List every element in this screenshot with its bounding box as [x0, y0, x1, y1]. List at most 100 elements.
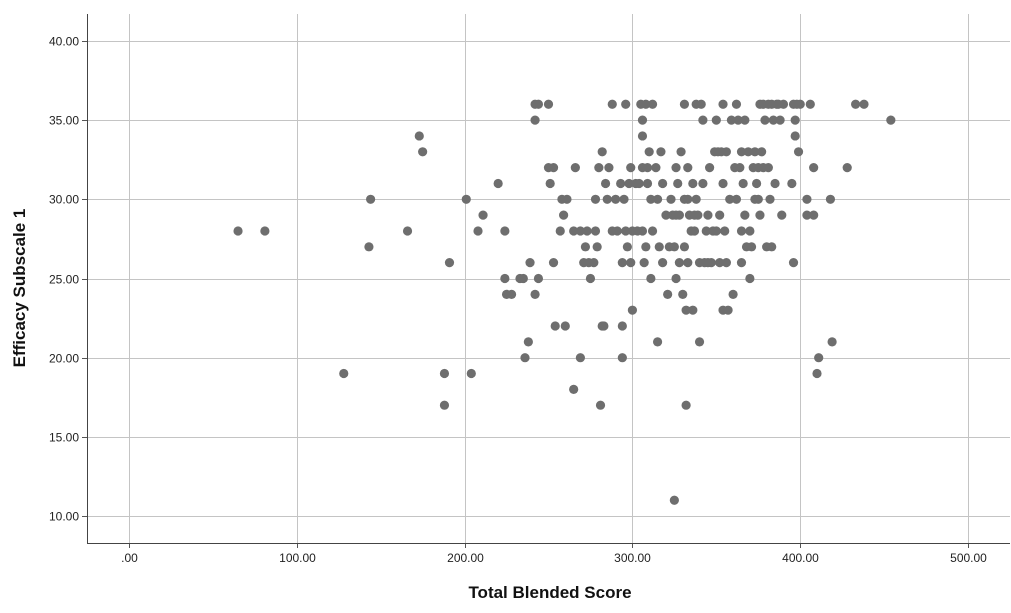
scatter-point: [715, 258, 725, 268]
scatter-point: [751, 178, 762, 189]
scatter-point: [641, 242, 651, 252]
scatter-point: [701, 226, 711, 236]
scatter-point: [500, 226, 510, 236]
x-tick-label: 200.00: [447, 551, 484, 565]
scatter-point: [683, 258, 693, 268]
scatter-point: [681, 305, 691, 315]
scatter-point: [721, 147, 731, 157]
scatter-point: [814, 353, 824, 363]
scatter-point: [669, 242, 679, 252]
scatter-point: [681, 400, 691, 410]
scatter-point: [654, 242, 664, 252]
scatter-point: [793, 147, 804, 157]
scatter-point: [525, 258, 535, 268]
x-tick-label: 500.00: [950, 551, 987, 565]
scatter-point: [770, 178, 780, 189]
scatter-point: [674, 258, 684, 268]
scatter-point: [461, 194, 471, 204]
scatter-point: [592, 242, 602, 252]
scatter-point: [735, 163, 745, 173]
scatter-point: [790, 131, 800, 141]
scatter-point: [755, 210, 765, 220]
gridlines: [87, 14, 1010, 543]
scatter-point: [705, 163, 715, 173]
scatter-point: [678, 289, 688, 299]
scatter-point: [595, 400, 606, 410]
scatter-point: [666, 194, 676, 204]
scatter-point: [693, 210, 703, 220]
scatter-point: [661, 210, 671, 220]
scatter-point: [518, 273, 528, 284]
scatter-point: [646, 273, 656, 284]
scatter-point: [590, 226, 601, 236]
scatter-point: [750, 147, 760, 157]
scatter-point: [689, 226, 700, 236]
scatter-point: [530, 289, 540, 299]
scatter-point: [795, 99, 805, 109]
scatter-point: [617, 353, 627, 363]
scatter-point: [647, 99, 658, 109]
scatter-point: [366, 194, 376, 204]
scatter-point: [787, 178, 797, 189]
scatter-point: [414, 131, 424, 141]
scatter-point: [671, 273, 681, 284]
scatter-point: [656, 147, 666, 157]
scatter-point: [658, 258, 668, 268]
scatter-point: [775, 115, 785, 125]
scatter-point: [597, 147, 607, 157]
scatter-point: [652, 194, 663, 204]
scatter-point: [765, 194, 775, 204]
scatter-point: [639, 258, 649, 268]
scatter-point: [602, 194, 612, 204]
x-tick-label: .00: [121, 551, 138, 565]
y-tick-label: 35.00: [49, 114, 79, 128]
scatter-point: [778, 99, 789, 109]
scatter-point: [616, 178, 626, 189]
scatter-point: [663, 289, 673, 299]
scatter-point: [679, 242, 690, 252]
scatter-point: [644, 147, 654, 157]
scatter-point: [642, 178, 653, 189]
scatter-point: [233, 226, 243, 236]
scatter-point: [728, 289, 738, 299]
scatter-point: [641, 99, 651, 109]
scatter-point: [746, 242, 757, 252]
scatter-point: [637, 131, 648, 141]
scatter-point: [548, 163, 559, 173]
scatter-point: [545, 178, 555, 189]
scatter-point: [624, 178, 634, 189]
scatter-point: [757, 147, 767, 157]
scatter-point: [711, 115, 721, 125]
scatter-point: [339, 368, 349, 379]
scatter-point: [550, 321, 560, 331]
scatter-point: [493, 178, 503, 189]
y-tick-label: 15.00: [49, 431, 79, 445]
scatter-point: [520, 353, 530, 363]
scatter-point: [642, 163, 653, 173]
scatter-point: [594, 163, 604, 173]
x-tick-label: 400.00: [782, 551, 819, 565]
scatter-point: [698, 115, 708, 125]
scatter-point: [688, 178, 698, 189]
scatter-point: [543, 99, 554, 109]
scatter-point: [740, 210, 750, 220]
scatter-point: [260, 226, 270, 236]
scatter-point: [745, 226, 755, 236]
scatter-point: [676, 147, 686, 157]
scatter-point: [733, 115, 743, 125]
scatter-point: [364, 242, 374, 252]
y-tick-label: 20.00: [49, 352, 79, 366]
scatter-point: [646, 194, 656, 204]
scatter-point: [703, 210, 713, 220]
scatter-point: [753, 194, 763, 204]
scatter-point: [763, 163, 773, 173]
scatter-point: [696, 99, 706, 109]
scatter-point: [720, 226, 730, 236]
scatter-point: [562, 194, 572, 204]
scatter-point: [718, 99, 728, 109]
scatter-point: [718, 178, 728, 189]
scatter-point: [812, 368, 822, 379]
scatter-point: [555, 226, 565, 236]
scatter-point: [569, 226, 579, 236]
